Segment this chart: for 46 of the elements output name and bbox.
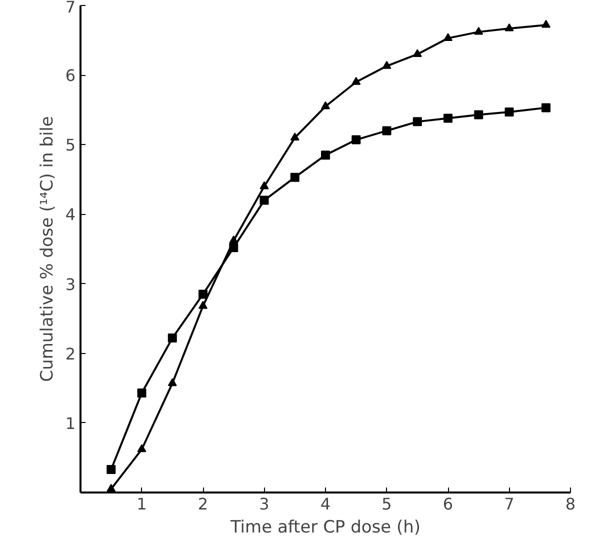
point [474, 110, 484, 120]
point [474, 26, 484, 35]
point [542, 20, 550, 28]
point [198, 290, 208, 299]
y-axis-title: Cumulative % dose (¹⁴C) in bile [37, 116, 58, 382]
x-tick-label: 1 [136, 494, 147, 514]
point [321, 101, 330, 110]
point [412, 49, 422, 58]
y-tick-label: 2 [65, 344, 76, 364]
point [260, 181, 269, 190]
x-tick-label: 2 [198, 494, 208, 514]
point [290, 172, 300, 182]
point [106, 484, 116, 492]
point [504, 23, 514, 32]
point [444, 33, 452, 42]
point [444, 114, 452, 123]
point [168, 378, 177, 386]
point [106, 465, 116, 474]
point [137, 388, 146, 398]
x-tick-label: 6 [442, 494, 454, 514]
point [137, 444, 146, 452]
y-tick-label: 4 [65, 205, 76, 224]
point [382, 60, 392, 69]
point [352, 76, 361, 85]
point [290, 132, 300, 140]
x-tick-label: 7 [504, 494, 514, 514]
point [168, 334, 177, 343]
point [321, 150, 330, 160]
point [412, 117, 422, 126]
point [504, 107, 514, 116]
point [352, 135, 361, 144]
x-tick-label: 8 [565, 494, 576, 514]
x-axis-title: Time after CP dose (h) [229, 518, 421, 538]
point [229, 243, 238, 252]
x-tick-label: 5 [382, 494, 392, 514]
point [198, 300, 208, 309]
y-tick-label: 7 [65, 0, 76, 16]
y-tick-label: 6 [65, 66, 76, 86]
y-tick-label: 1 [65, 414, 76, 433]
point [260, 196, 269, 205]
point [382, 126, 392, 136]
point [542, 103, 550, 112]
x-tick-label: 3 [259, 494, 270, 514]
y-tick-label: 3 [65, 274, 76, 294]
x-tick-label: 4 [320, 494, 331, 514]
y-tick-label: 5 [65, 136, 76, 155]
